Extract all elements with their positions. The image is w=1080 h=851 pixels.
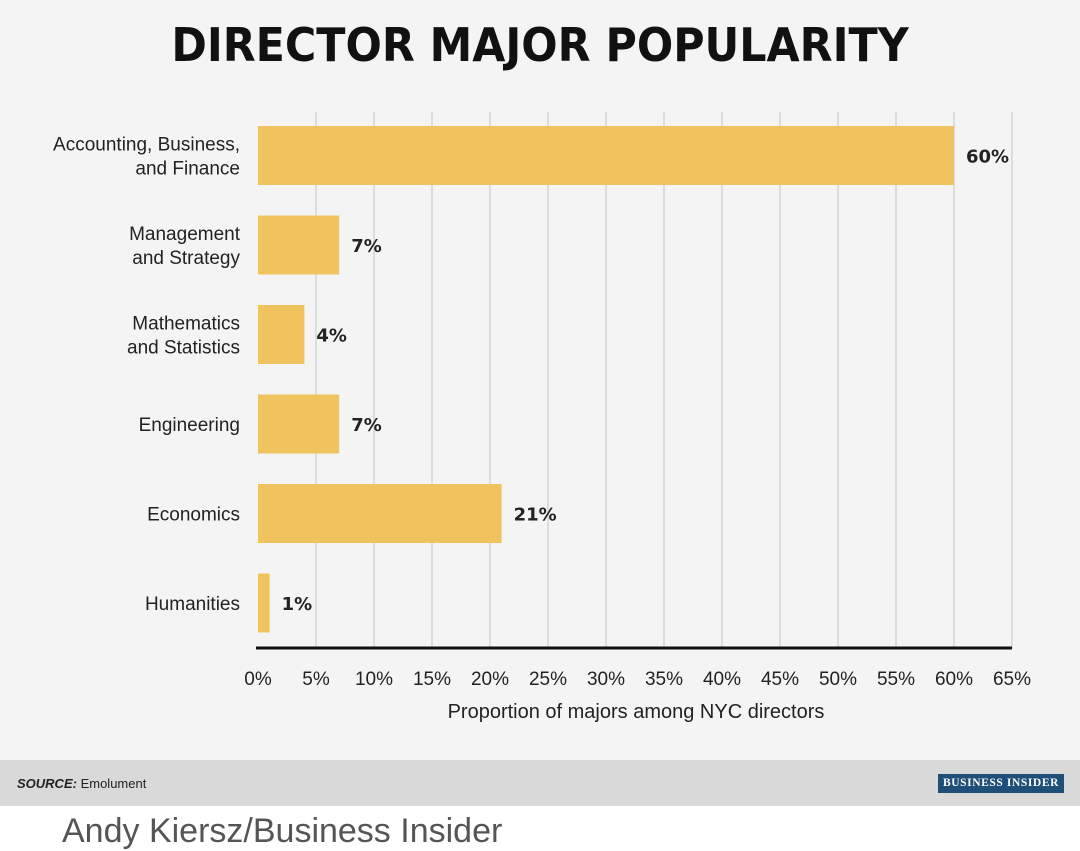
business-insider-logo: BUSINESS INSIDER	[938, 774, 1064, 793]
category-label: and Statistics	[127, 338, 240, 359]
bar-chart: 60% Accounting, Business, and Finance 7% Man…	[53, 112, 1031, 723]
category-label: Accounting, Business,	[53, 135, 240, 156]
category-label: Mathematics	[132, 314, 240, 335]
source-value: Emolument	[80, 776, 147, 791]
x-tick-label: 25%	[529, 669, 567, 690]
x-tick-label: 10%	[355, 669, 393, 690]
x-axis-title: Proportion of majors among NYC directors	[448, 701, 825, 723]
x-tick-label: 60%	[935, 669, 973, 690]
bar	[258, 484, 502, 543]
image-credit: Andy Kiersz/Business Insider	[62, 812, 503, 850]
category-label: Management	[129, 224, 241, 245]
category-label: and Strategy	[132, 248, 240, 269]
chart-title: DIRECTOR MAJOR POPULARITY	[171, 18, 909, 72]
category-label: and Finance	[135, 159, 240, 180]
x-tick-label: 30%	[587, 669, 625, 690]
category-label: Humanities	[145, 594, 240, 615]
data-label: 21%	[514, 505, 557, 526]
x-tick-label: 40%	[703, 669, 741, 690]
source-line: SOURCE: Emolument	[17, 776, 146, 791]
x-tick-label: 65%	[993, 669, 1031, 690]
bar	[258, 305, 305, 364]
x-tick-label: 0%	[244, 669, 272, 690]
x-tick-label: 45%	[761, 669, 799, 690]
source-footer: SOURCE: Emolument BUSINESS INSIDER	[0, 760, 1080, 806]
bar	[258, 215, 340, 275]
x-tick-label: 55%	[877, 669, 915, 690]
bar	[258, 126, 954, 185]
data-label: 1%	[282, 594, 313, 615]
x-tick-label: 35%	[645, 669, 683, 690]
chart-panel: DIRECTOR MAJOR POPULARITY 60% Accounting,…	[0, 0, 1080, 760]
category-label: Engineering	[139, 415, 240, 436]
data-label: 4%	[316, 326, 347, 347]
data-label: 60%	[966, 147, 1009, 168]
bar	[258, 573, 270, 633]
category-label: Economics	[147, 505, 240, 526]
data-label: 7%	[351, 236, 382, 257]
x-tick-label: 20%	[471, 669, 509, 690]
data-label: 7%	[351, 415, 382, 436]
bar	[258, 394, 340, 454]
x-tick-label: 5%	[302, 669, 330, 690]
x-tick-label: 15%	[413, 669, 451, 690]
x-tick-label: 50%	[819, 669, 857, 690]
source-label: SOURCE:	[17, 776, 77, 791]
